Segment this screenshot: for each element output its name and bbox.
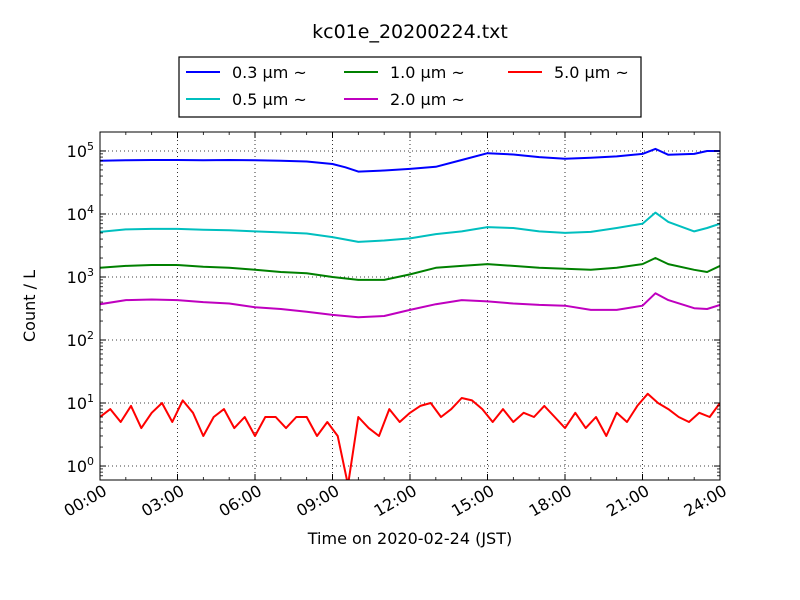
x-tick-label: 03:00 (138, 481, 187, 521)
x-tick-label: 06:00 (216, 481, 265, 521)
plot-area (99, 131, 721, 481)
series-line-5 (100, 392, 720, 480)
series-line-4 (100, 292, 720, 319)
legend-box (178, 56, 642, 118)
x-tick-labels: 00:00 03:00 06:00 09:00 12:00 15:00 18:00 21:00… (61, 481, 730, 521)
plot-background (100, 132, 720, 480)
x-tick-label: 24:00 (681, 481, 730, 521)
series-line-1 (100, 147, 720, 173)
x-tick-label: 00:00 (61, 481, 110, 521)
y-tick-label: 101 (67, 392, 94, 413)
x-tick-label: 18:00 (526, 481, 575, 521)
y-tick-label: 100 (67, 455, 94, 476)
legend-label-5: 5.0 μm ~ (554, 63, 629, 82)
legend-label-4: 2.0 μm ~ (390, 90, 465, 109)
x-axis-label: Time on 2020-02-24 (JST) (307, 529, 512, 548)
legend-label-1: 0.3 μm ~ (232, 63, 307, 82)
y-tick-label: 105 (67, 140, 94, 161)
ticks (99, 131, 721, 481)
chart-title: kc01e_20200224.txt (312, 21, 508, 43)
y-tick-label: 102 (67, 329, 94, 350)
legend: 0.3 μm ~ 0.5 μm ~ 1.0 μm ~ 2.0 μm ~ 5.0 μm ~ (178, 56, 642, 118)
x-tick-label: 09:00 (293, 481, 342, 521)
y-tick-label: 104 (67, 203, 94, 224)
x-tick-label: 12:00 (371, 481, 420, 521)
y-axis-label: Count / L (20, 270, 39, 342)
y-tick-labels: 100 101 102 103 104 105 (67, 140, 94, 476)
series-line-2 (100, 211, 720, 243)
series-line-3 (100, 257, 720, 281)
legend-label-2: 0.5 μm ~ (232, 90, 307, 109)
x-tick-label: 15:00 (448, 481, 497, 521)
legend-label-3: 1.0 μm ~ (390, 63, 465, 82)
grid (100, 132, 720, 480)
y-tick-label: 103 (67, 266, 94, 287)
x-tick-label: 21:00 (603, 481, 652, 521)
series-lines (100, 147, 720, 480)
